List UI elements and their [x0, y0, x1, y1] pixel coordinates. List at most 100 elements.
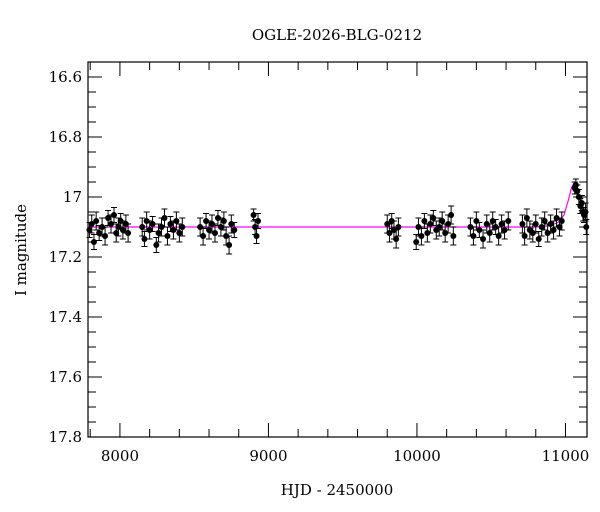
data-point — [395, 217, 402, 237]
point-marker — [519, 221, 526, 227]
point-marker — [450, 233, 457, 239]
point-marker — [547, 221, 554, 227]
data-point — [505, 211, 512, 231]
point-marker — [541, 218, 548, 224]
y-tick-label: 17 — [63, 188, 82, 206]
data-point — [96, 225, 103, 241]
point-marker — [480, 236, 487, 242]
axis-ticks: 8000 9000 10000 11000 16.6 16.8 17 17.2 17.4 17.6… — [49, 61, 590, 465]
data-point — [558, 211, 565, 231]
point-marker — [489, 218, 496, 224]
point-marker — [253, 233, 260, 239]
point-marker — [583, 224, 590, 230]
point-marker — [149, 221, 156, 227]
point-marker — [430, 215, 437, 221]
point-marker — [558, 218, 565, 224]
point-marker — [167, 221, 174, 227]
data-point — [164, 226, 171, 246]
data-point — [476, 222, 483, 238]
point-marker — [88, 221, 95, 227]
data-point — [173, 211, 180, 231]
point-marker — [448, 212, 455, 218]
point-marker — [139, 224, 146, 230]
point-marker — [179, 224, 186, 230]
point-marker — [574, 188, 581, 194]
plot-frame — [87, 61, 588, 438]
point-marker — [108, 221, 115, 227]
data-point — [149, 216, 156, 232]
point-marker — [200, 233, 207, 239]
point-marker — [535, 236, 542, 242]
y-tick-label: 16.8 — [49, 128, 82, 146]
point-marker — [226, 242, 233, 248]
data-point — [450, 226, 457, 246]
data-point — [105, 210, 112, 226]
point-marker — [523, 215, 530, 221]
data-point — [139, 217, 146, 237]
point-marker — [119, 227, 126, 233]
point-marker — [161, 215, 168, 221]
data-point — [480, 229, 487, 249]
y-tick-label: 16.6 — [49, 68, 82, 86]
point-marker — [495, 233, 502, 239]
chart-title: OGLE-2026-BLG-0212 — [252, 26, 422, 44]
point-marker — [255, 218, 262, 224]
data-point — [88, 214, 95, 234]
point-marker — [386, 230, 393, 236]
data-point — [141, 231, 148, 247]
point-marker — [421, 218, 428, 224]
point-marker — [206, 227, 213, 233]
data-point — [436, 217, 443, 237]
point-marker — [427, 221, 434, 227]
point-marker — [575, 194, 582, 200]
data-point — [541, 211, 548, 231]
data-point — [167, 216, 174, 232]
point-marker — [439, 218, 446, 224]
x-tick-label: 8000 — [101, 447, 139, 465]
point-marker — [538, 224, 545, 230]
point-marker — [532, 221, 539, 227]
point-marker — [498, 221, 505, 227]
x-tick-label: 9000 — [249, 447, 287, 465]
x-axis-label: HJD - 2450000 — [281, 481, 394, 499]
point-marker — [413, 239, 420, 245]
data-point — [583, 219, 590, 235]
data-point — [556, 217, 563, 237]
point-marker — [476, 227, 483, 233]
point-marker — [176, 230, 183, 236]
x-tick-label: 10000 — [393, 447, 441, 465]
data-point — [231, 222, 238, 238]
point-marker — [164, 233, 171, 239]
data-point — [125, 223, 132, 243]
point-marker — [125, 230, 132, 236]
x-tick-label: 11000 — [542, 447, 590, 465]
data-point — [523, 208, 530, 228]
point-marker — [395, 224, 402, 230]
data-point — [486, 223, 493, 243]
point-marker — [102, 233, 109, 239]
point-marker — [155, 230, 162, 236]
data-point — [495, 226, 502, 246]
point-marker — [90, 239, 97, 245]
data-point — [430, 210, 437, 226]
data-point — [501, 220, 508, 240]
y-axis-label: I magnitude — [12, 204, 30, 296]
data-point — [413, 234, 420, 250]
data-point — [226, 235, 233, 255]
data-point — [119, 220, 126, 240]
point-marker — [473, 218, 480, 224]
data-point — [550, 220, 557, 240]
data-point — [535, 231, 542, 247]
data-point — [93, 211, 100, 231]
data-point — [386, 223, 393, 243]
data-point — [448, 205, 455, 225]
point-marker — [250, 212, 257, 218]
data-point — [179, 217, 186, 237]
data-point — [253, 228, 260, 244]
point-marker — [217, 224, 224, 230]
point-marker — [521, 233, 528, 239]
point-marker — [556, 224, 563, 230]
point-marker — [228, 221, 235, 227]
data-point — [532, 214, 539, 234]
